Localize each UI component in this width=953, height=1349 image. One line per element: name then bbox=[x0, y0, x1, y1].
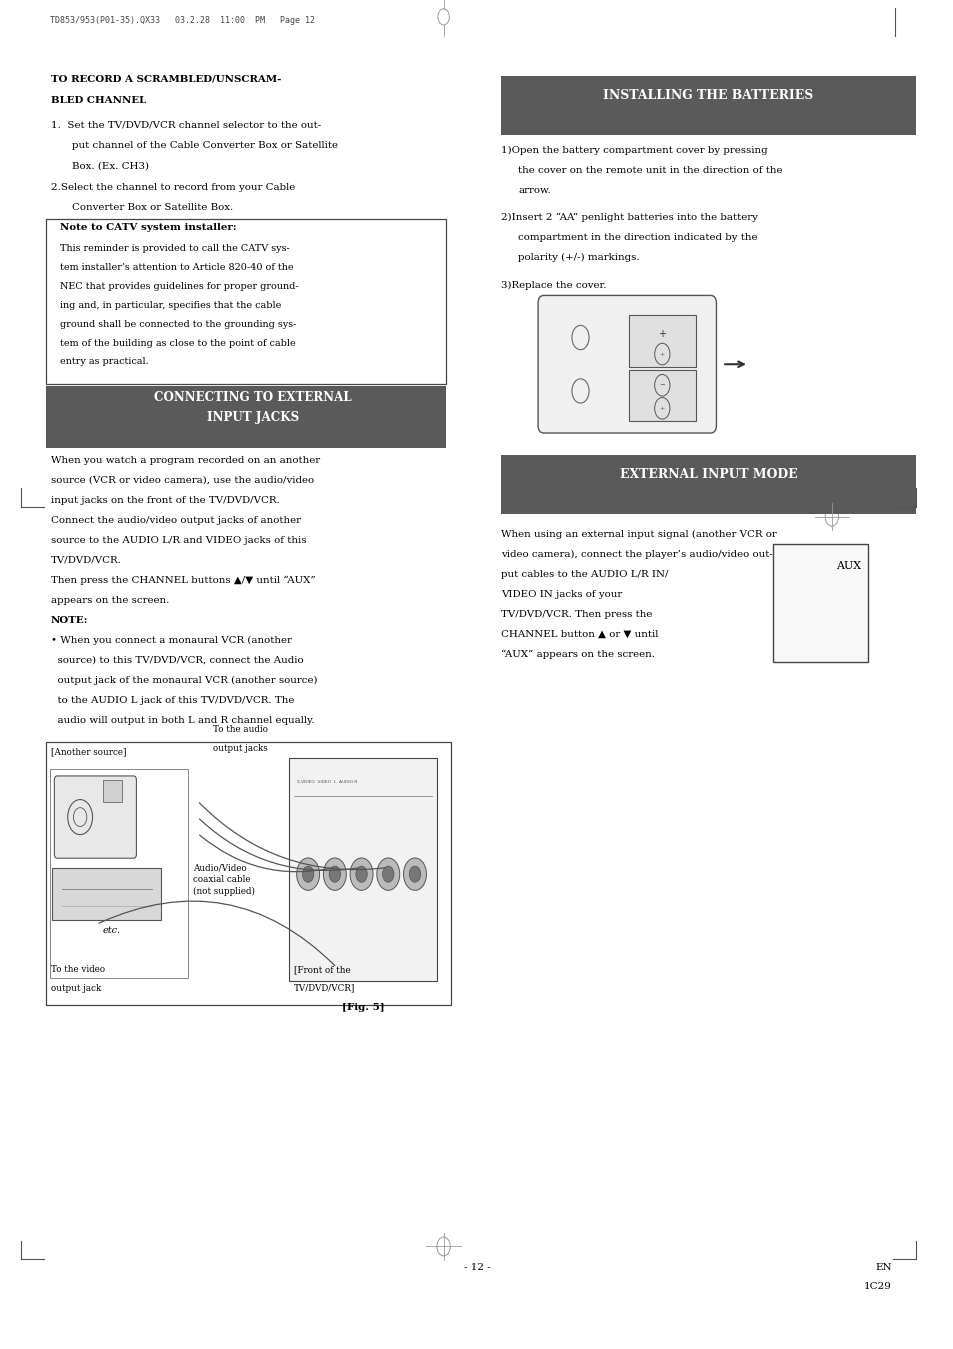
Text: output jacks: output jacks bbox=[213, 743, 267, 753]
FancyBboxPatch shape bbox=[500, 76, 915, 135]
FancyBboxPatch shape bbox=[54, 776, 136, 858]
Text: ground shall be connected to the grounding sys-: ground shall be connected to the groundi… bbox=[60, 320, 296, 329]
FancyBboxPatch shape bbox=[500, 455, 915, 514]
Text: BLED CHANNEL: BLED CHANNEL bbox=[51, 97, 146, 105]
Circle shape bbox=[350, 858, 373, 890]
Circle shape bbox=[329, 866, 340, 882]
Text: source to the AUDIO L/R and VIDEO jacks of this: source to the AUDIO L/R and VIDEO jacks … bbox=[51, 536, 306, 545]
Text: put channel of the Cable Converter Box or Satellite: put channel of the Cable Converter Box o… bbox=[71, 142, 337, 150]
Circle shape bbox=[323, 858, 346, 890]
Text: polarity (+/-) markings.: polarity (+/-) markings. bbox=[517, 254, 639, 262]
FancyBboxPatch shape bbox=[103, 780, 122, 803]
Text: 1)Open the battery compartment cover by pressing: 1)Open the battery compartment cover by … bbox=[500, 146, 766, 155]
FancyBboxPatch shape bbox=[772, 544, 867, 662]
Text: Converter Box or Satellite Box.: Converter Box or Satellite Box. bbox=[71, 204, 233, 212]
Text: [Front of the: [Front of the bbox=[294, 965, 350, 974]
Text: 3)Replace the cover.: 3)Replace the cover. bbox=[500, 281, 606, 290]
Text: +: + bbox=[658, 329, 665, 339]
Text: 2.Select the channel to record from your Cable: 2.Select the channel to record from your… bbox=[51, 182, 294, 192]
Text: +: + bbox=[659, 406, 664, 411]
Text: S-VIDEO  VIDEO  L  AUDIO R: S-VIDEO VIDEO L AUDIO R bbox=[296, 780, 356, 784]
Text: 2)Insert 2 “AA” penlight batteries into the battery: 2)Insert 2 “AA” penlight batteries into … bbox=[500, 213, 757, 223]
Circle shape bbox=[302, 866, 314, 882]
FancyBboxPatch shape bbox=[628, 370, 696, 421]
FancyBboxPatch shape bbox=[289, 758, 436, 981]
Text: output jack: output jack bbox=[51, 983, 101, 993]
Text: Connect the audio/video output jacks of another: Connect the audio/video output jacks of … bbox=[51, 515, 300, 525]
Circle shape bbox=[409, 866, 420, 882]
Text: TD853/953(P01-35).QX33   03.2.28  11:00  PM   Page 12: TD853/953(P01-35).QX33 03.2.28 11:00 PM … bbox=[50, 16, 314, 24]
Circle shape bbox=[376, 858, 399, 890]
Text: - 12 -: - 12 - bbox=[463, 1263, 490, 1272]
Text: +: + bbox=[659, 352, 664, 356]
Text: This reminder is provided to call the CATV sys-: This reminder is provided to call the CA… bbox=[60, 244, 290, 254]
Text: Note to CATV system installer:: Note to CATV system installer: bbox=[60, 223, 236, 232]
FancyBboxPatch shape bbox=[628, 316, 696, 367]
Circle shape bbox=[382, 866, 394, 882]
Text: TV/DVD/VCR]: TV/DVD/VCR] bbox=[294, 983, 355, 993]
Text: VIDEO IN jacks of your: VIDEO IN jacks of your bbox=[500, 590, 621, 599]
Text: input jacks on the front of the TV/DVD/VCR.: input jacks on the front of the TV/DVD/V… bbox=[51, 496, 279, 505]
Text: source) to this TV/DVD/VCR, connect the Audio: source) to this TV/DVD/VCR, connect the … bbox=[51, 656, 303, 665]
Text: 1C29: 1C29 bbox=[863, 1282, 891, 1291]
Text: Box. (Ex. CH3): Box. (Ex. CH3) bbox=[71, 162, 149, 170]
Text: NOTE:: NOTE: bbox=[51, 615, 88, 625]
Text: TV/DVD/VCR.: TV/DVD/VCR. bbox=[51, 556, 121, 565]
Text: [Another source]: [Another source] bbox=[51, 747, 126, 757]
Text: • When you connect a monaural VCR (another: • When you connect a monaural VCR (anoth… bbox=[51, 635, 291, 645]
Text: video camera), connect the player’s audio/video out-: video camera), connect the player’s audi… bbox=[500, 550, 772, 560]
Text: 1.  Set the TV/DVD/VCR channel selector to the out-: 1. Set the TV/DVD/VCR channel selector t… bbox=[51, 121, 320, 130]
Text: “AUX” appears on the screen.: “AUX” appears on the screen. bbox=[500, 650, 654, 660]
Text: TV/DVD/VCR. Then press the: TV/DVD/VCR. Then press the bbox=[500, 610, 652, 619]
Text: CONNECTING TO EXTERNAL: CONNECTING TO EXTERNAL bbox=[154, 391, 352, 405]
Circle shape bbox=[403, 858, 426, 890]
Text: To the video: To the video bbox=[51, 965, 105, 974]
Text: Then press the CHANNEL buttons ▲/▼ until “AUX”: Then press the CHANNEL buttons ▲/▼ until… bbox=[51, 576, 315, 585]
Text: tem of the building as close to the point of cable: tem of the building as close to the poin… bbox=[60, 339, 295, 348]
Text: TO RECORD A SCRAMBLED/UNSCRAM-: TO RECORD A SCRAMBLED/UNSCRAM- bbox=[51, 74, 280, 84]
Text: tem installer’s attention to Article 820-40 of the: tem installer’s attention to Article 820… bbox=[60, 263, 294, 272]
FancyBboxPatch shape bbox=[52, 867, 161, 920]
Text: INPUT JACKS: INPUT JACKS bbox=[207, 411, 299, 425]
Text: entry as practical.: entry as practical. bbox=[60, 357, 149, 367]
Text: EXTERNAL INPUT MODE: EXTERNAL INPUT MODE bbox=[618, 468, 797, 482]
Text: NEC that provides guidelines for proper ground-: NEC that provides guidelines for proper … bbox=[60, 282, 298, 291]
Text: −: − bbox=[659, 382, 664, 389]
FancyBboxPatch shape bbox=[46, 219, 446, 384]
Text: When you watch a program recorded on an another: When you watch a program recorded on an … bbox=[51, 456, 319, 465]
Text: appears on the screen.: appears on the screen. bbox=[51, 596, 169, 604]
Text: CHANNEL button ▲ or ▼ until: CHANNEL button ▲ or ▼ until bbox=[500, 630, 658, 639]
Circle shape bbox=[296, 858, 319, 890]
Circle shape bbox=[355, 866, 367, 882]
Text: To the audio: To the audio bbox=[213, 724, 268, 734]
Text: audio will output in both L and R channel equally.: audio will output in both L and R channe… bbox=[51, 715, 314, 724]
Text: Audio/Video
coaxial cable
(not supplied): Audio/Video coaxial cable (not supplied) bbox=[193, 863, 254, 896]
Text: AUX: AUX bbox=[836, 561, 861, 571]
Text: source (VCR or video camera), use the audio/video: source (VCR or video camera), use the au… bbox=[51, 476, 314, 484]
Text: When using an external input signal (another VCR or: When using an external input signal (ano… bbox=[500, 530, 776, 540]
Text: arrow.: arrow. bbox=[517, 186, 550, 194]
FancyBboxPatch shape bbox=[46, 742, 451, 1005]
Text: [Fig. 5]: [Fig. 5] bbox=[341, 1002, 384, 1012]
Text: EN: EN bbox=[875, 1263, 891, 1272]
FancyBboxPatch shape bbox=[50, 769, 188, 978]
Text: INSTALLING THE BATTERIES: INSTALLING THE BATTERIES bbox=[602, 89, 813, 103]
Text: to the AUDIO L jack of this TV/DVD/VCR. The: to the AUDIO L jack of this TV/DVD/VCR. … bbox=[51, 696, 294, 704]
Text: output jack of the monaural VCR (another source): output jack of the monaural VCR (another… bbox=[51, 676, 316, 685]
Text: the cover on the remote unit in the direction of the: the cover on the remote unit in the dire… bbox=[517, 166, 781, 174]
Text: etc.: etc. bbox=[102, 925, 121, 935]
FancyBboxPatch shape bbox=[537, 295, 716, 433]
Text: ing and, in particular, specifies that the cable: ing and, in particular, specifies that t… bbox=[60, 301, 281, 310]
Text: put cables to the AUDIO L/R IN/: put cables to the AUDIO L/R IN/ bbox=[500, 571, 668, 579]
Text: compartment in the direction indicated by the: compartment in the direction indicated b… bbox=[517, 233, 757, 241]
FancyBboxPatch shape bbox=[46, 386, 446, 448]
